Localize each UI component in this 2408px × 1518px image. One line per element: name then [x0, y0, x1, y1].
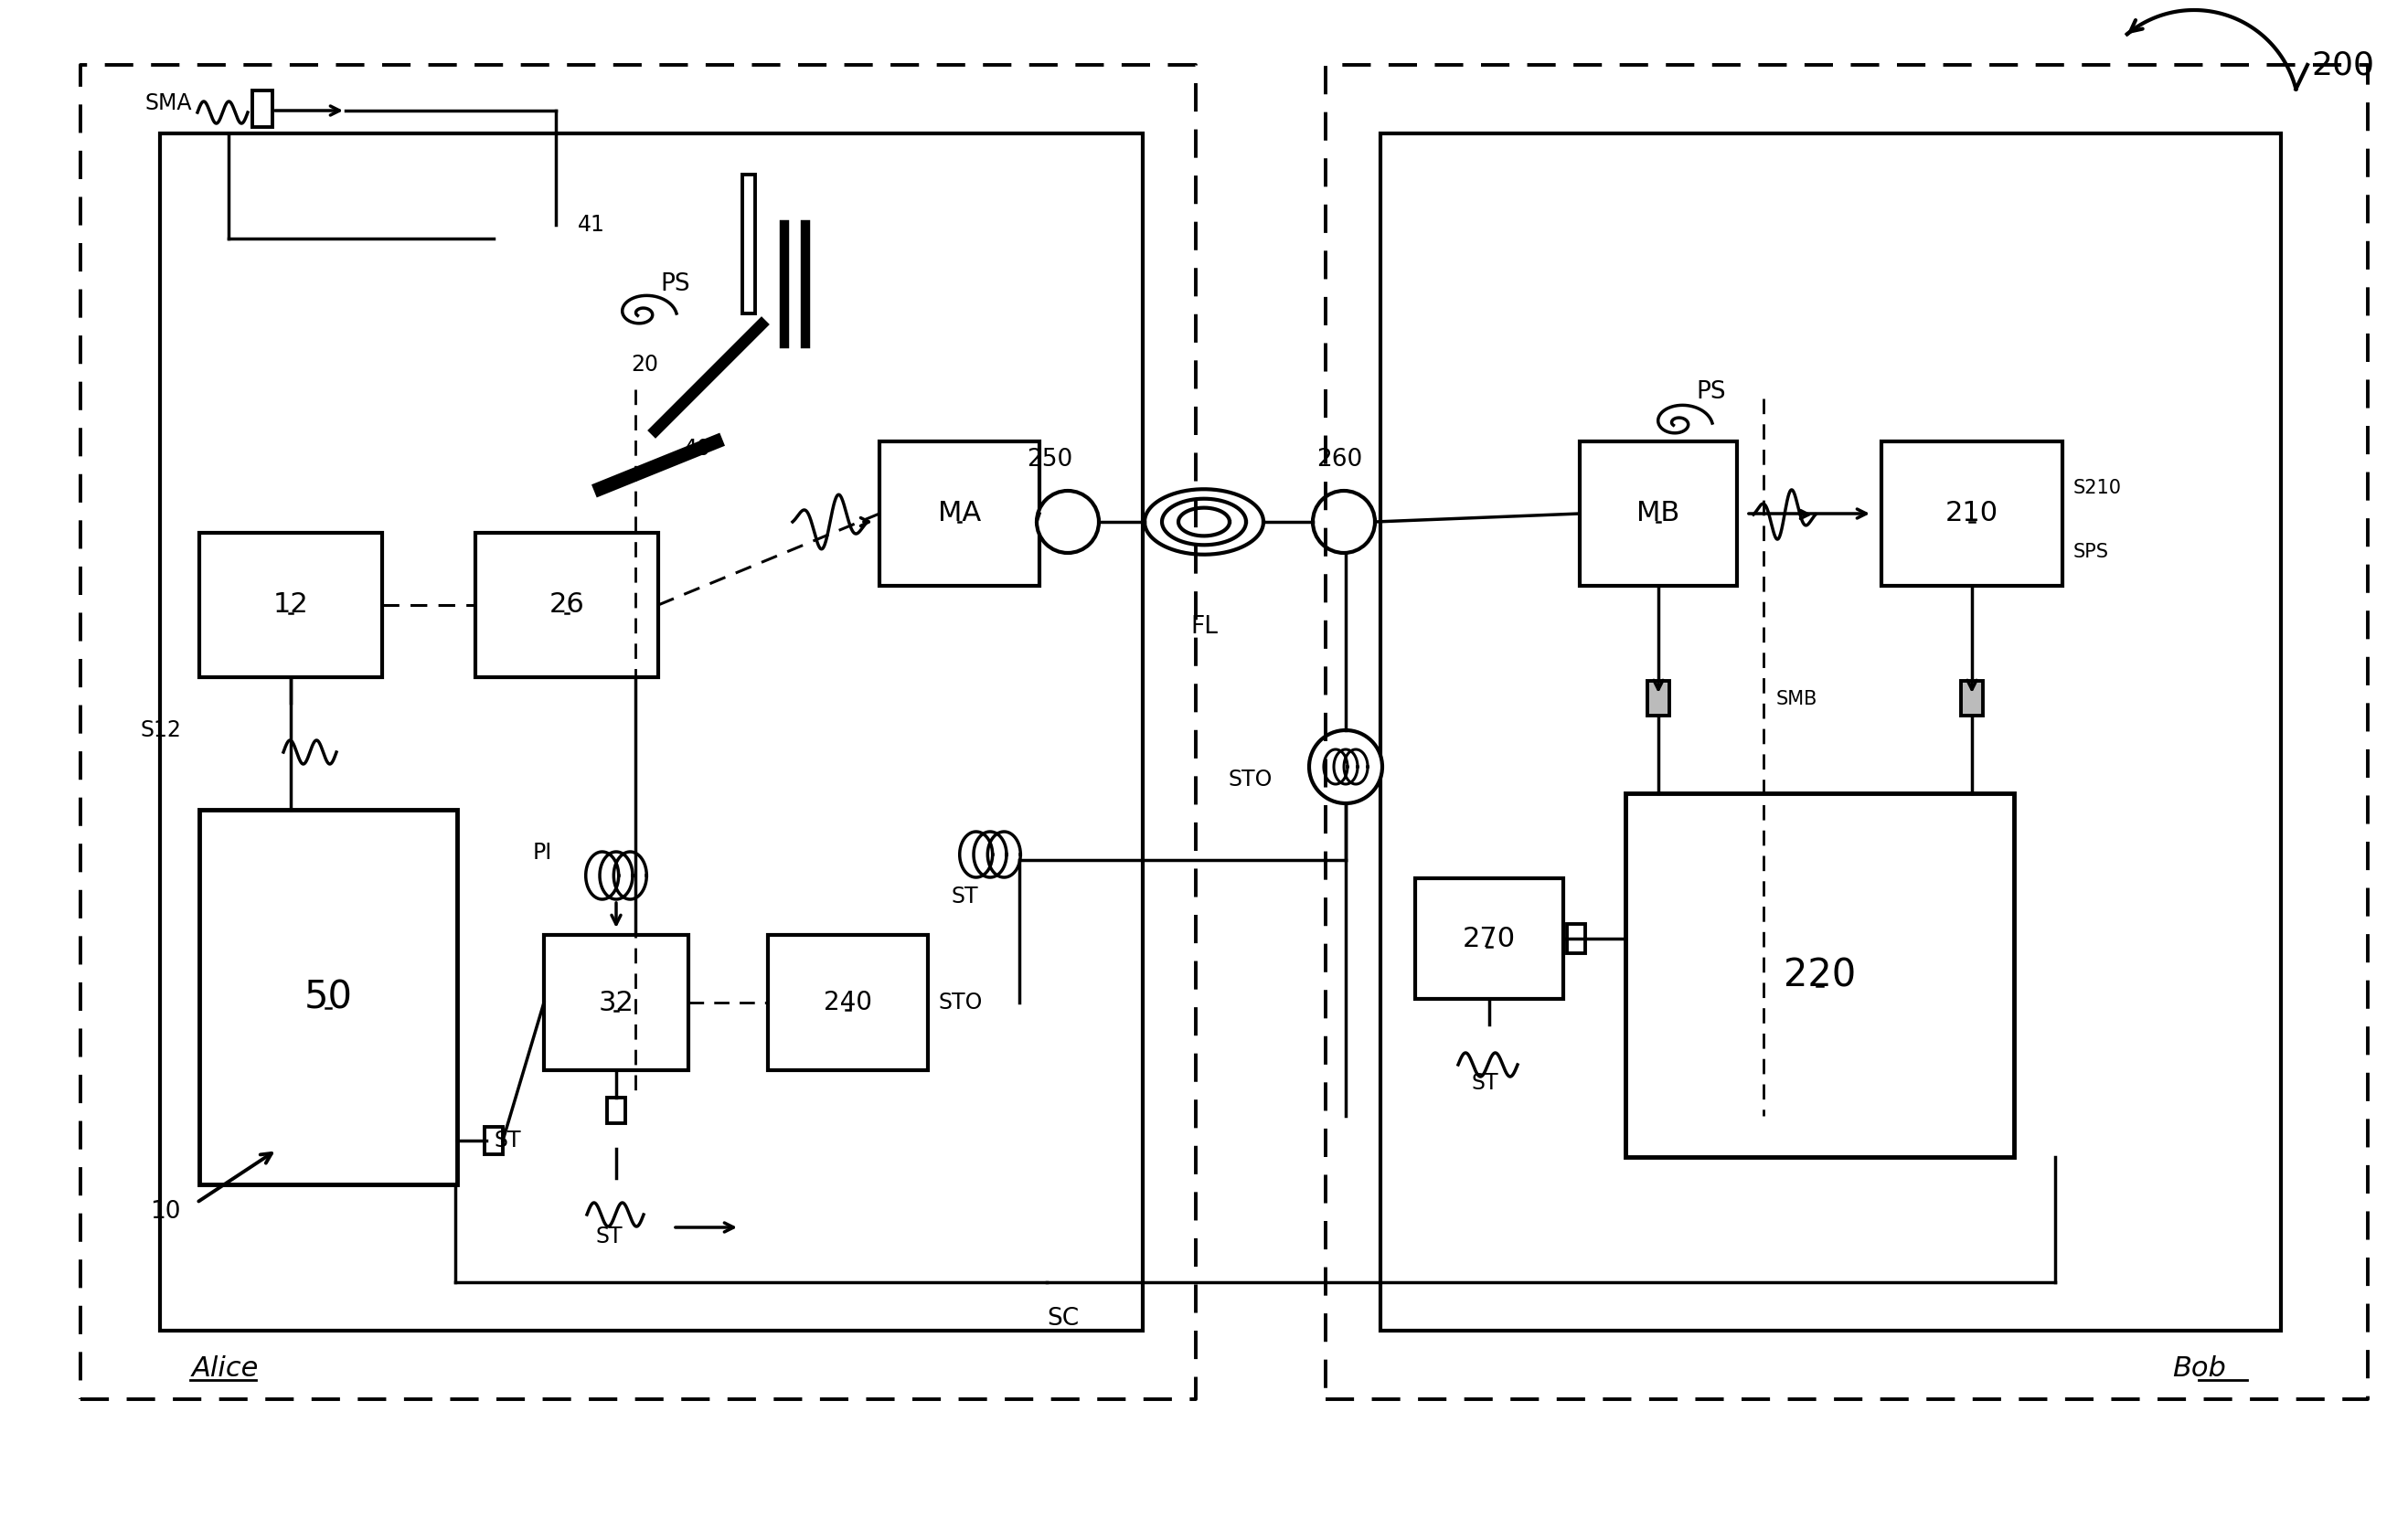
Bar	[1625, 794, 2013, 1157]
Circle shape	[1038, 490, 1098, 553]
Text: Alice: Alice	[193, 1356, 260, 1383]
Text: 40: 40	[684, 437, 710, 460]
Text: 210: 210	[1946, 501, 1999, 527]
Text: ST: ST	[951, 885, 978, 908]
Bar	[1568, 924, 1584, 953]
Bar	[200, 533, 383, 677]
Text: 50: 50	[303, 978, 352, 1016]
Text: FL: FL	[1190, 615, 1218, 639]
Bar	[253, 91, 272, 128]
Text: ST: ST	[595, 1225, 621, 1248]
Text: S12: S12	[140, 720, 181, 741]
Text: PI: PI	[532, 841, 551, 864]
Text: 20: 20	[631, 354, 657, 375]
Bar	[474, 533, 657, 677]
Bar	[1960, 682, 1982, 715]
Text: SMB: SMB	[1775, 691, 1818, 709]
Text: ST: ST	[1471, 1072, 1498, 1094]
Text: 41: 41	[578, 214, 604, 235]
Text: STO: STO	[939, 991, 982, 1014]
Bar	[484, 1126, 503, 1154]
Text: 270: 270	[1462, 926, 1515, 952]
Bar	[1580, 442, 1736, 586]
Text: 240: 240	[824, 990, 872, 1016]
Text: 26: 26	[549, 592, 585, 618]
Text: SC: SC	[1047, 1307, 1079, 1331]
Text: 10: 10	[149, 1199, 181, 1224]
Bar	[159, 134, 1144, 1331]
Text: 32: 32	[600, 990, 633, 1016]
Bar	[607, 1098, 626, 1123]
Bar	[544, 935, 689, 1070]
Text: 250: 250	[1026, 448, 1072, 472]
Circle shape	[1312, 490, 1375, 553]
Text: ST: ST	[494, 1129, 520, 1152]
Bar	[1416, 879, 1563, 999]
Text: Bob: Bob	[2172, 1356, 2225, 1383]
Bar	[1647, 682, 1669, 715]
Text: SMA: SMA	[144, 93, 193, 114]
Text: SPS: SPS	[2073, 543, 2109, 562]
Text: S210: S210	[2073, 478, 2121, 498]
Text: MB: MB	[1637, 501, 1681, 527]
Text: 220: 220	[1784, 956, 1857, 994]
Text: PS: PS	[660, 272, 689, 296]
Text: PS: PS	[1695, 380, 1727, 404]
Bar	[1881, 442, 2061, 586]
Bar	[879, 442, 1040, 586]
Bar	[742, 175, 756, 314]
Bar	[200, 809, 458, 1184]
Bar	[1380, 134, 2280, 1331]
Text: 260: 260	[1317, 448, 1363, 472]
Text: 12: 12	[272, 592, 308, 618]
Text: MA: MA	[937, 501, 980, 527]
Text: STO: STO	[1228, 768, 1271, 791]
Text: 200: 200	[2312, 50, 2374, 80]
Bar	[768, 935, 927, 1070]
Circle shape	[1310, 730, 1382, 803]
